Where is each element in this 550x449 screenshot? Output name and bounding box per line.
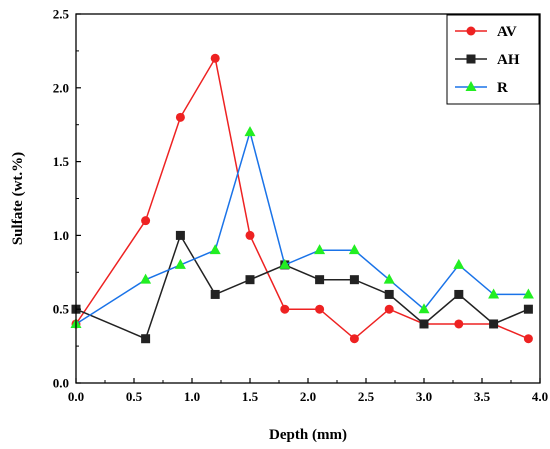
y-tick-label: 1.0 [53, 228, 69, 243]
legend-label: AV [497, 24, 517, 40]
y-tick-label: 0.0 [53, 376, 69, 391]
data-point [488, 288, 500, 299]
data-point [244, 126, 256, 137]
series-r [70, 126, 534, 328]
data-point [245, 275, 255, 285]
data-point [348, 244, 360, 255]
x-tick-label: 4.0 [532, 389, 548, 404]
data-point [245, 230, 255, 240]
data-point [349, 275, 359, 285]
y-tick-label: 2.0 [53, 80, 69, 95]
x-tick-label: 2.5 [358, 389, 375, 404]
x-tick-label: 2.0 [300, 389, 316, 404]
data-point [314, 244, 326, 255]
y-tick-label: 2.5 [53, 7, 70, 22]
data-point [349, 334, 359, 344]
x-tick-label: 0.5 [126, 389, 143, 404]
data-point [453, 258, 465, 269]
legend-label: AH [497, 52, 520, 68]
y-tick-label: 0.5 [53, 302, 70, 317]
data-point [523, 334, 533, 344]
data-point [210, 289, 220, 299]
data-point [175, 230, 185, 240]
data-point [141, 334, 151, 344]
data-point [522, 288, 534, 299]
legend-item: AV [455, 24, 517, 40]
data-point [523, 304, 533, 314]
x-tick-label: 1.0 [184, 389, 200, 404]
x-tick-label: 1.5 [242, 389, 259, 404]
data-point [280, 304, 290, 314]
x-axis-label: Depth (mm) [269, 427, 347, 443]
data-point [489, 319, 499, 329]
y-axis-label: Sulfate (wt.%) [10, 152, 26, 245]
legend-marker [466, 54, 476, 64]
data-point [209, 244, 221, 255]
data-point [315, 304, 325, 314]
legend-item: AH [455, 52, 520, 68]
x-tick-label: 0.0 [68, 389, 84, 404]
data-point [210, 53, 220, 63]
legend-item: R [455, 80, 508, 96]
data-point [454, 319, 464, 329]
data-point [384, 289, 394, 299]
legend: AV AH R [446, 14, 540, 105]
y-tick-label: 1.5 [53, 154, 70, 169]
data-point [454, 289, 464, 299]
data-point [140, 273, 152, 284]
axes: 0.0 0.5 1.0 1.5 2.0 2.5 3.0 3.5 4.0 0.0 0.5 1.0 1.5 2… [53, 7, 548, 405]
plot-area [70, 53, 534, 344]
legend-label: R [497, 80, 508, 96]
data-point [174, 258, 186, 269]
data-point [383, 273, 395, 284]
x-tick-label: 3.5 [474, 389, 491, 404]
data-point [315, 275, 325, 285]
data-point [418, 303, 430, 314]
data-point [141, 216, 151, 226]
series-ah [71, 230, 533, 344]
data-point [384, 304, 394, 314]
data-point [279, 258, 291, 269]
legend-marker [465, 81, 477, 91]
x-tick-label: 3.0 [416, 389, 432, 404]
data-point [175, 112, 185, 122]
legend-marker [466, 26, 476, 36]
data-point [419, 319, 429, 329]
